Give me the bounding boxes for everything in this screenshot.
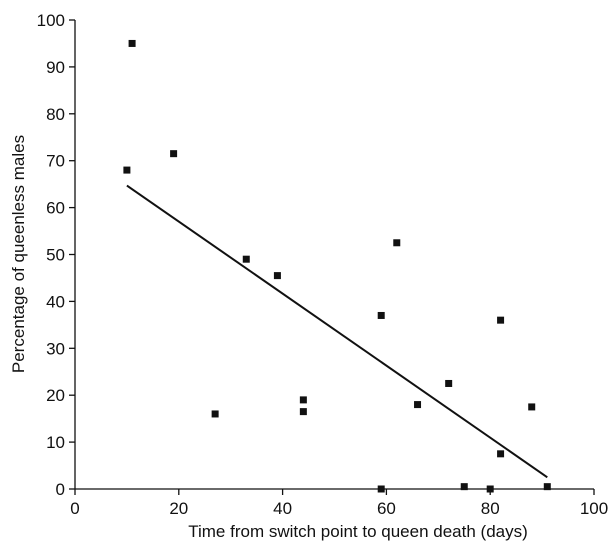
data-point [486, 485, 494, 493]
data-point [242, 255, 250, 263]
data-point [497, 316, 505, 324]
x-tick-label: 60 [377, 499, 396, 518]
y-tick-label: 80 [46, 105, 65, 124]
y-tick-label: 20 [46, 386, 65, 405]
y-axis-title: Percentage of queenless males [9, 135, 28, 373]
x-tick-label: 100 [580, 499, 608, 518]
y-tick-label: 30 [46, 339, 65, 358]
data-point [123, 166, 131, 174]
y-tick-label: 100 [37, 11, 65, 30]
y-tick-label: 0 [56, 480, 65, 499]
x-axis-title: Time from switch point to queen death (d… [188, 522, 528, 541]
data-point [128, 39, 136, 47]
data-point [445, 379, 453, 387]
x-tick-label: 20 [169, 499, 188, 518]
data-point [393, 239, 401, 247]
data-point [497, 450, 505, 458]
x-tick-label: 80 [481, 499, 500, 518]
data-point [377, 485, 385, 493]
x-tick-label: 0 [70, 499, 79, 518]
y-tick-label: 70 [46, 152, 65, 171]
data-point [170, 150, 178, 158]
data-point [299, 396, 307, 404]
y-tick-label: 40 [46, 292, 65, 311]
data-point [211, 410, 219, 418]
x-tick-label: 40 [273, 499, 292, 518]
axes: 0 20 40 60 80 100 0 10 20 30 40 50 60 70 80 90 100 [37, 11, 609, 518]
data-point [543, 483, 551, 491]
y-tick-label: 10 [46, 433, 65, 452]
y-tick-label: 60 [46, 199, 65, 218]
y-tick-label: 50 [46, 246, 65, 265]
data-point [414, 401, 422, 409]
data-point [299, 408, 307, 416]
data-points [123, 39, 551, 493]
data-point [528, 403, 536, 411]
trendline-group [126, 184, 548, 479]
regression-line [126, 184, 548, 479]
data-point [460, 483, 468, 491]
data-point [273, 272, 281, 280]
y-tick-label: 90 [46, 58, 65, 77]
data-point [377, 311, 385, 319]
